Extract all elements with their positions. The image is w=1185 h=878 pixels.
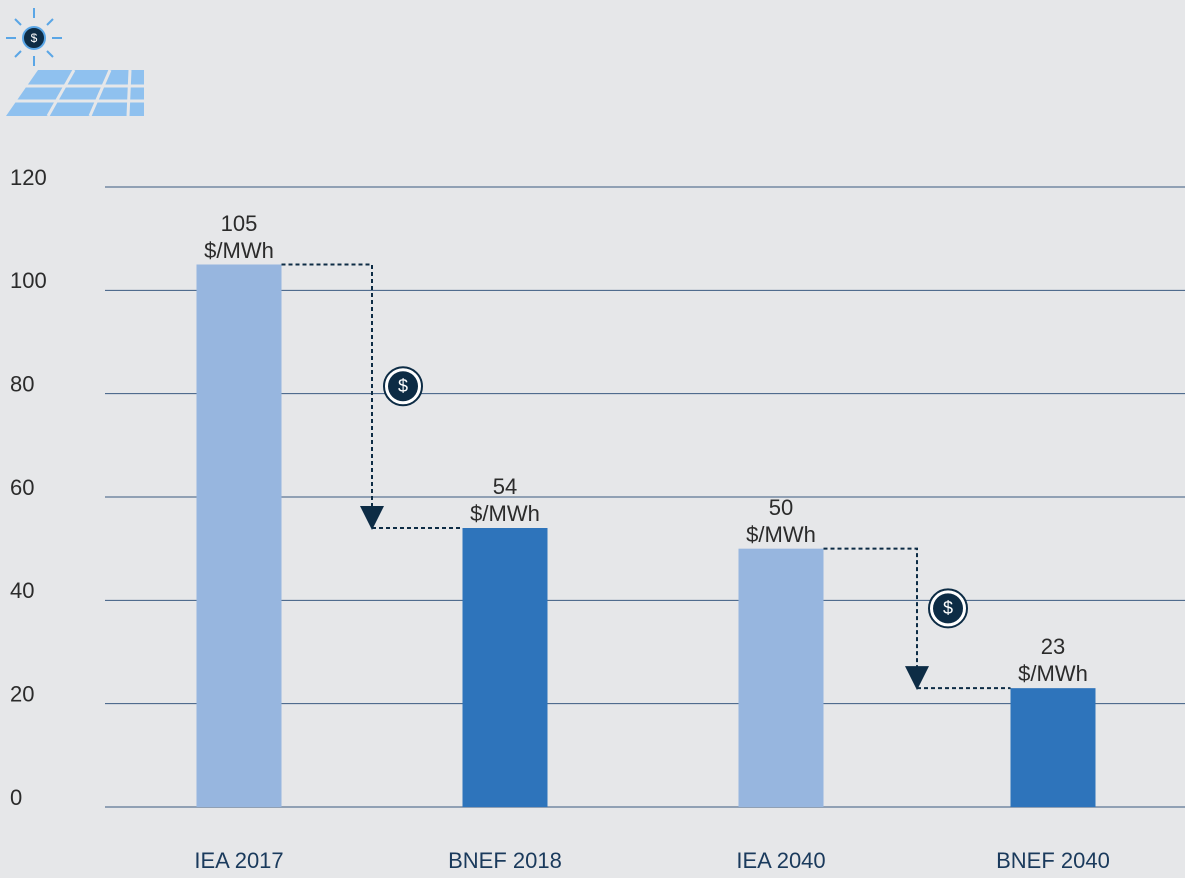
y-tick-label: 0 bbox=[10, 785, 22, 810]
y-tick-label: 40 bbox=[10, 578, 34, 603]
bar bbox=[1010, 688, 1096, 807]
svg-text:$: $ bbox=[31, 31, 38, 45]
bar bbox=[196, 264, 282, 807]
dollar-icon bbox=[388, 371, 418, 402]
x-tick-label: BNEF 2040 bbox=[996, 848, 1110, 873]
bar bbox=[462, 528, 548, 807]
y-tick-label: 20 bbox=[10, 681, 34, 706]
value-label: 54 $/MWh bbox=[470, 474, 540, 526]
y-tick-label: 120 bbox=[10, 165, 47, 190]
dollar-icon bbox=[933, 593, 963, 624]
drop-arrow bbox=[281, 263, 373, 516]
x-tick-label: IEA 2017 bbox=[194, 848, 283, 873]
y-tick-label: 80 bbox=[10, 371, 34, 396]
value-label: 50 $/MWh bbox=[746, 494, 816, 547]
arrow-head bbox=[360, 506, 384, 530]
bar bbox=[738, 548, 824, 807]
drop-arrow bbox=[823, 547, 918, 677]
arrow-head bbox=[905, 666, 929, 691]
dollar-icon: $ bbox=[398, 376, 408, 396]
solar-icon: $ bbox=[6, 8, 144, 117]
dollar-icon: $ bbox=[943, 598, 953, 618]
y-tick-label: 60 bbox=[10, 475, 34, 500]
value-label: 105 $/MWh bbox=[204, 210, 274, 263]
value-label: 23 $/MWh bbox=[1018, 634, 1088, 687]
y-tick-label: 100 bbox=[10, 268, 47, 293]
x-tick-label: IEA 2040 bbox=[736, 848, 825, 873]
x-tick-label: BNEF 2018 bbox=[448, 848, 562, 873]
